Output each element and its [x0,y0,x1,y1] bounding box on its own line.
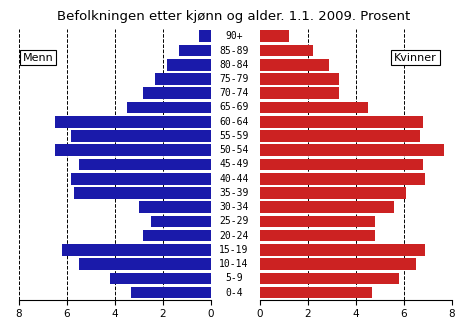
Bar [62,244,211,256]
Text: Kvinner: Kvinner [394,52,437,63]
Bar [260,173,425,184]
Bar [260,201,394,213]
Text: 80-84: 80-84 [219,60,249,70]
Text: 0-4: 0-4 [225,288,243,297]
Text: Menn: Menn [22,52,53,63]
Bar [143,230,211,241]
Bar [198,30,211,42]
Bar [139,201,211,213]
Bar [179,45,211,56]
Bar [168,59,211,71]
Text: 85-89: 85-89 [219,45,249,55]
Bar [55,145,211,156]
Text: 20-24: 20-24 [219,231,249,241]
Bar [132,287,211,298]
Text: 35-39: 35-39 [219,188,249,198]
Bar [260,215,375,227]
Text: 55-59: 55-59 [219,131,249,141]
Bar [260,130,420,142]
Bar [260,102,368,113]
Bar [155,73,211,85]
Text: 60-64: 60-64 [219,117,249,127]
Bar [260,272,399,284]
Text: 15-19: 15-19 [219,245,249,255]
Text: 90+: 90+ [225,31,243,41]
Bar [260,158,423,170]
Bar [260,187,406,199]
Bar [127,102,211,113]
Bar [72,173,211,184]
Bar [260,116,423,128]
Bar [260,59,329,71]
Bar [260,145,445,156]
Bar [260,287,373,298]
Text: 5-9: 5-9 [225,273,243,284]
Bar [260,45,313,56]
Text: 65-69: 65-69 [219,102,249,112]
Bar [79,258,211,270]
Bar [260,244,425,256]
Text: 70-74: 70-74 [219,88,249,98]
Text: 40-44: 40-44 [219,174,249,184]
Bar [74,187,211,199]
Bar [151,215,211,227]
Text: 75-79: 75-79 [219,74,249,84]
Bar [260,73,339,85]
Text: 25-29: 25-29 [219,216,249,226]
Text: 30-34: 30-34 [219,202,249,212]
Bar [72,130,211,142]
Bar [110,272,211,284]
Text: 45-49: 45-49 [219,159,249,169]
Bar [260,258,416,270]
Text: 50-54: 50-54 [219,145,249,155]
Text: 10-14: 10-14 [219,259,249,269]
Bar [79,158,211,170]
Bar [260,87,339,99]
Bar [55,116,211,128]
Bar [260,230,375,241]
Bar [143,87,211,99]
Text: Befolkningen etter kjønn og alder. 1.1. 2009. Prosent: Befolkningen etter kjønn og alder. 1.1. … [58,10,410,23]
Bar [260,30,288,42]
